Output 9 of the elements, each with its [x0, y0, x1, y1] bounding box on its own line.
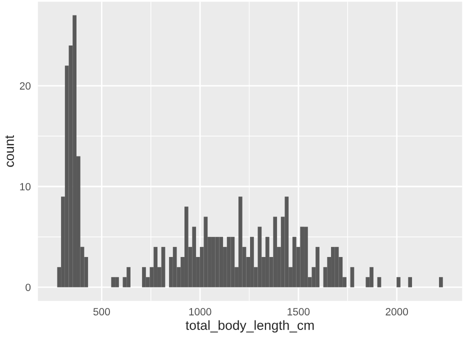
x-axis-title: total_body_length_cm: [186, 320, 314, 333]
y-tick-label: 20: [20, 82, 31, 90]
x-tick-label: 1500: [288, 308, 310, 316]
x-tick-label: 500: [93, 308, 110, 316]
y-tick-label: 0: [26, 284, 31, 292]
x-tick-label: 2000: [386, 308, 408, 316]
y-tick-label: 10: [20, 183, 31, 190]
x-tick-label: 1000: [189, 308, 212, 316]
y-axis-title: count: [5, 135, 14, 167]
